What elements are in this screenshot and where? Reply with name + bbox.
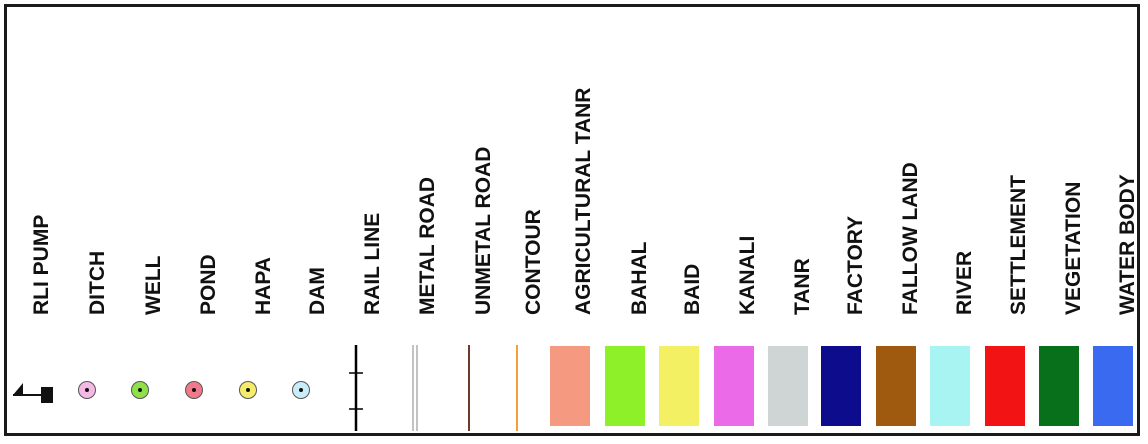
bahal-label: BAHAL <box>628 241 651 316</box>
pump-body <box>41 387 53 403</box>
agricultural-tanr-swatch <box>550 346 590 426</box>
metal-road-label: METAL ROAD <box>416 176 439 315</box>
hapa-symbol <box>239 381 257 399</box>
metal-road-symbol <box>412 345 418 431</box>
legend-frame: RLI PUMP DITCH WELL POND HAPA DAM RAIL LINE MET… <box>4 4 1140 436</box>
river-label: RIVER <box>953 250 976 315</box>
dam-symbol <box>292 381 310 399</box>
settlement-swatch <box>985 346 1025 426</box>
pond-symbol <box>185 381 203 399</box>
unmetal-road-symbol <box>468 345 470 431</box>
rail-line-label: RAIL LINE <box>361 212 384 315</box>
pond-label: POND <box>197 254 220 315</box>
factory-swatch <box>821 346 861 426</box>
factory-label: FACTORY <box>844 215 867 315</box>
pump-triangle <box>13 383 23 395</box>
agricultural-tanr-label: AGRICULTURAL TANR <box>572 87 595 315</box>
water-body-swatch <box>1093 346 1133 426</box>
contour-label: CONTOUR <box>522 209 545 315</box>
river-swatch <box>930 346 970 426</box>
well-label: WELL <box>142 255 165 315</box>
rli-pump-symbol <box>13 383 53 403</box>
rli-pump-label: RLI PUMP <box>30 214 53 315</box>
dam-label: DAM <box>306 267 329 315</box>
ditch-label: DITCH <box>86 250 109 315</box>
fallow-land-label: FALLOW LAND <box>899 162 922 315</box>
tanr-label: TANR <box>791 258 814 315</box>
vegetation-swatch <box>1039 346 1079 426</box>
bahal-swatch <box>605 346 645 426</box>
baid-swatch <box>659 346 699 426</box>
vegetation-label: VEGETATION <box>1062 181 1085 315</box>
kanali-swatch <box>714 346 754 426</box>
rail-line-symbol <box>349 345 363 431</box>
ditch-symbol <box>78 381 96 399</box>
baid-label: BAID <box>681 263 704 315</box>
water-body-label: WATER BODY <box>1116 174 1139 315</box>
unmetal-road-label: UNMETAL ROAD <box>472 146 495 315</box>
kanali-label: KANALI <box>736 235 759 315</box>
tanr-swatch <box>768 346 808 426</box>
well-symbol <box>131 381 149 399</box>
hapa-label: HAPA <box>252 257 275 315</box>
fallow-land-swatch <box>876 346 916 426</box>
pump-pipe <box>13 394 43 396</box>
settlement-label: SETTLEMENT <box>1007 175 1030 315</box>
contour-symbol <box>516 345 518 431</box>
